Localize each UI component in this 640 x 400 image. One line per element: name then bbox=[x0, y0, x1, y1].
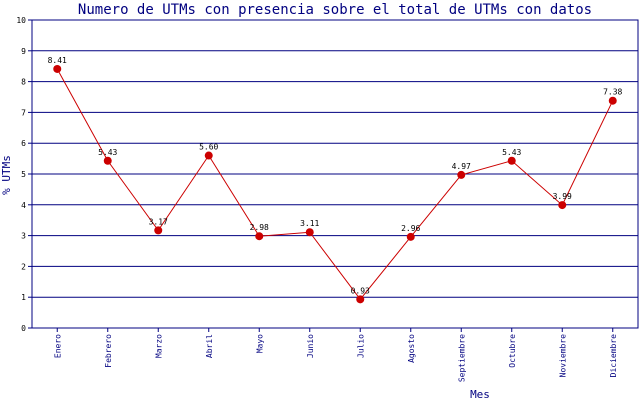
data-point bbox=[154, 226, 163, 235]
data-point bbox=[406, 232, 415, 241]
y-tick-label: 10 bbox=[16, 16, 26, 25]
x-tick-label: Enero bbox=[53, 334, 62, 358]
data-point bbox=[507, 156, 516, 165]
y-tick-label: 2 bbox=[21, 262, 26, 271]
data-label: 3.17 bbox=[149, 217, 168, 226]
x-tick-label: Octubre bbox=[508, 334, 517, 368]
data-labels: 8.41 5.43 3.17 5.60 2.98 3.11 0.93 2.96 4.97 5.43… bbox=[48, 56, 623, 295]
x-tick-label: Junio bbox=[306, 334, 315, 358]
data-label: 2.98 bbox=[250, 223, 269, 232]
y-tick-label: 4 bbox=[21, 201, 26, 210]
data-label: 3.11 bbox=[300, 219, 319, 228]
y-tick-label: 3 bbox=[21, 232, 26, 241]
data-point bbox=[558, 201, 567, 210]
data-label: 5.43 bbox=[98, 148, 117, 157]
data-point bbox=[356, 295, 365, 304]
y-tick-label: 9 bbox=[21, 47, 26, 56]
data-point bbox=[53, 64, 62, 73]
data-point bbox=[204, 151, 213, 160]
grid bbox=[31, 19, 639, 329]
data-label: 8.41 bbox=[48, 56, 67, 65]
x-axis-label: Mes bbox=[470, 388, 490, 400]
data-label: 4.97 bbox=[452, 162, 471, 171]
data-label: 0.93 bbox=[351, 286, 370, 295]
series bbox=[53, 64, 617, 304]
data-point bbox=[608, 96, 617, 105]
x-tick-label: Noviembre bbox=[558, 334, 567, 378]
x-tick-label: Diciembre bbox=[609, 334, 618, 378]
data-label: 5.60 bbox=[199, 143, 218, 152]
data-label: 2.96 bbox=[401, 224, 420, 233]
y-axis-label: % UTMs bbox=[0, 155, 13, 195]
data-label: 5.43 bbox=[502, 148, 521, 157]
x-tick-label: Febrero bbox=[104, 334, 113, 368]
data-label: 3.99 bbox=[553, 192, 572, 201]
chart-title: Numero de UTMs con presencia sobre el to… bbox=[78, 2, 592, 18]
x-tick-label: Marzo bbox=[154, 334, 163, 358]
y-tick-label: 5 bbox=[21, 170, 26, 179]
x-tick-label: Abril bbox=[205, 334, 214, 358]
x-axis-ticks: Enero Febrero Marzo Abril Mayo Junio Julio Agos… bbox=[53, 328, 618, 382]
x-tick-label: Septiembre bbox=[457, 334, 466, 382]
data-point bbox=[103, 156, 112, 165]
y-tick-label: 8 bbox=[21, 78, 26, 87]
data-point bbox=[457, 170, 466, 179]
series-line bbox=[56, 68, 614, 301]
data-point bbox=[305, 228, 314, 237]
data-point bbox=[255, 232, 264, 241]
y-tick-label: 6 bbox=[21, 139, 26, 148]
y-tick-label: 1 bbox=[21, 293, 26, 302]
y-tick-label: 7 bbox=[21, 108, 26, 117]
data-label: 7.38 bbox=[603, 88, 622, 97]
x-tick-label: Julio bbox=[356, 334, 365, 358]
x-tick-label: Mayo bbox=[255, 334, 264, 353]
y-tick-label: 0 bbox=[21, 324, 26, 333]
y-axis-ticks: 0 1 2 3 4 5 6 7 8 9 10 bbox=[16, 16, 32, 333]
x-tick-label: Agosto bbox=[407, 334, 416, 363]
